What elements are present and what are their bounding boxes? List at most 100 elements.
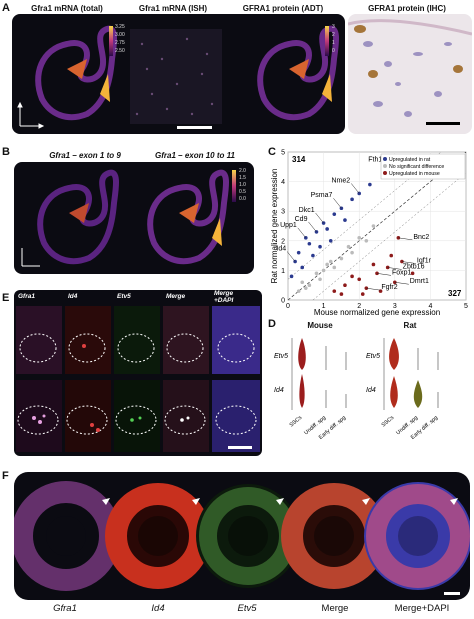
point-s0-19 [343, 218, 347, 222]
exon-map-svg [21, 169, 236, 267]
point-s2-12 [339, 292, 344, 296]
panel-label-d: D [268, 318, 276, 330]
title-a4: GFRA1 protein (IHC) [368, 4, 446, 13]
ihc-svg [348, 19, 472, 125]
anno-line-1 [351, 183, 360, 194]
cb1-tick-1: 3.00 [115, 32, 125, 38]
anno-line-3 [297, 227, 306, 238]
anno-line-7 [398, 237, 413, 241]
point-s2-15 [396, 236, 401, 240]
cb1-tick-0: 3.25 [115, 24, 125, 30]
tissue-map-2 [130, 29, 222, 129]
x-tick-label-5: 5 [464, 303, 468, 310]
d-group-ssc-m: SSCs [289, 415, 304, 429]
f-cap-etv5: Etv5 [237, 603, 257, 614]
anno-label-9: Igf1r [417, 258, 432, 265]
anno-line-8 [376, 273, 392, 276]
y-tick-label-3: 3 [281, 209, 285, 216]
y-tick-label-2: 2 [281, 238, 285, 245]
e-col-merge-dapi: Merge +DAPI [214, 290, 234, 304]
point-s0-1 [296, 250, 301, 255]
point-s0-16 [289, 274, 294, 279]
point-s1-10 [318, 277, 322, 282]
title-a2: Gfra1 mRNA (ISH) [138, 4, 208, 13]
anno-label-6: Id4 [276, 246, 286, 253]
e-col-id4: Id4 [68, 293, 78, 300]
violin-mouse-etv5-ssc [298, 338, 306, 370]
point-s1-0 [296, 289, 301, 293]
panel-label-e: E [2, 292, 10, 304]
tubule-id4 [105, 483, 211, 589]
x-tick-label-0: 0 [286, 303, 290, 310]
panel-label-c: C [268, 146, 276, 158]
point-s0-11 [350, 197, 354, 202]
d-gene-id4-m: Id4 [274, 387, 284, 394]
panel-e-microscopy: Gfra1 Id4 Etv5 Merge Merge +DAPI [14, 290, 262, 456]
title-a1: Gfra1 mRNA (total) [31, 4, 103, 13]
colorbar-a1 [109, 26, 113, 56]
x-tick-label-2: 2 [357, 303, 361, 310]
point-s1-1 [307, 283, 312, 287]
point-s0-5 [300, 265, 305, 270]
cb2-tick-0: 3 [332, 24, 335, 30]
x-axis-label: Mouse normalized gene expression [314, 308, 440, 317]
y-tick-label-5: 5 [281, 150, 285, 157]
panel-f-tubules [14, 472, 470, 600]
anno-label-11: Dmrt1 [410, 278, 429, 285]
cbb-tick-4: 0.0 [239, 196, 246, 202]
anno-line-2 [333, 198, 342, 209]
point-s1-14 [304, 286, 308, 290]
legend-label-rat: Upregulated in rat [389, 157, 431, 163]
point-s0-10 [311, 253, 315, 258]
orientation-arrows-icon [17, 101, 45, 129]
cb1-tick-3: 2.50 [115, 48, 125, 54]
point-s2-4 [375, 271, 379, 276]
violin-rat-id4-ssc [390, 376, 398, 408]
point-s2-13 [371, 262, 376, 267]
point-s1-12 [350, 250, 354, 255]
violin-plots: Etv5 Id4 Etv5 Id4 SSCs Undiff. spg Early… [274, 338, 439, 441]
d-group-ssc-r: SSCs [381, 415, 396, 429]
e-col-merge: Merge [166, 293, 186, 300]
anno-label-2: Psma7 [311, 192, 333, 199]
y-tick-label-4: 4 [281, 179, 285, 186]
x-tick-label-1: 1 [322, 303, 326, 310]
point-s2-0 [332, 289, 337, 293]
x-tick-label-4: 4 [428, 303, 432, 310]
cb1-tick-2: 2.75 [115, 40, 125, 46]
count-top: 314 [292, 155, 306, 164]
tissue-map-1 [35, 25, 117, 121]
point-s2-7 [360, 292, 365, 296]
anno-line-4 [308, 221, 317, 233]
point-s2-10 [400, 259, 404, 264]
violin-rat-id4-undiff [413, 380, 423, 408]
point-s2-14 [389, 253, 394, 258]
diagonal-lower [312, 172, 467, 301]
anno-label-4: Cd9 [295, 216, 308, 223]
violin-mouse-id4-ssc [299, 374, 305, 408]
point-s1-5 [339, 256, 344, 261]
panel-label-b: B [2, 146, 10, 158]
point-s1-8 [364, 239, 369, 243]
ihc-image [348, 14, 472, 134]
panel-label-f: F [2, 470, 9, 482]
f-cap-merge: Merge [321, 603, 349, 614]
anno-line-10 [387, 267, 402, 270]
anno-label-12: Fgfr2 [381, 284, 397, 291]
panel-a-spatial-maps: 3.25 3.00 2.75 2.50 3 2 1 0 [12, 14, 345, 134]
point-s1-4 [328, 259, 333, 264]
point-s2-6 [393, 280, 397, 285]
anno-label-0: Fth1 [368, 157, 382, 164]
legend-swatch-rat [383, 157, 387, 161]
point-s2-2 [357, 277, 361, 282]
title-b2: Gfra1 – exon 10 to 11 [155, 151, 235, 160]
point-s1-9 [300, 280, 305, 285]
title-b1: Gfra1 – exon 1 to 9 [49, 151, 121, 160]
anno-label-7: Bnc2 [413, 234, 429, 241]
d-gene-etv5-r: Etv5 [366, 353, 380, 360]
orientation-arrows-b-icon [21, 248, 40, 267]
point-s2-1 [343, 283, 347, 287]
cb2-tick-3: 0 [332, 48, 335, 54]
legend-swatch-mouse [383, 171, 387, 175]
microscopy-svg [16, 306, 260, 452]
